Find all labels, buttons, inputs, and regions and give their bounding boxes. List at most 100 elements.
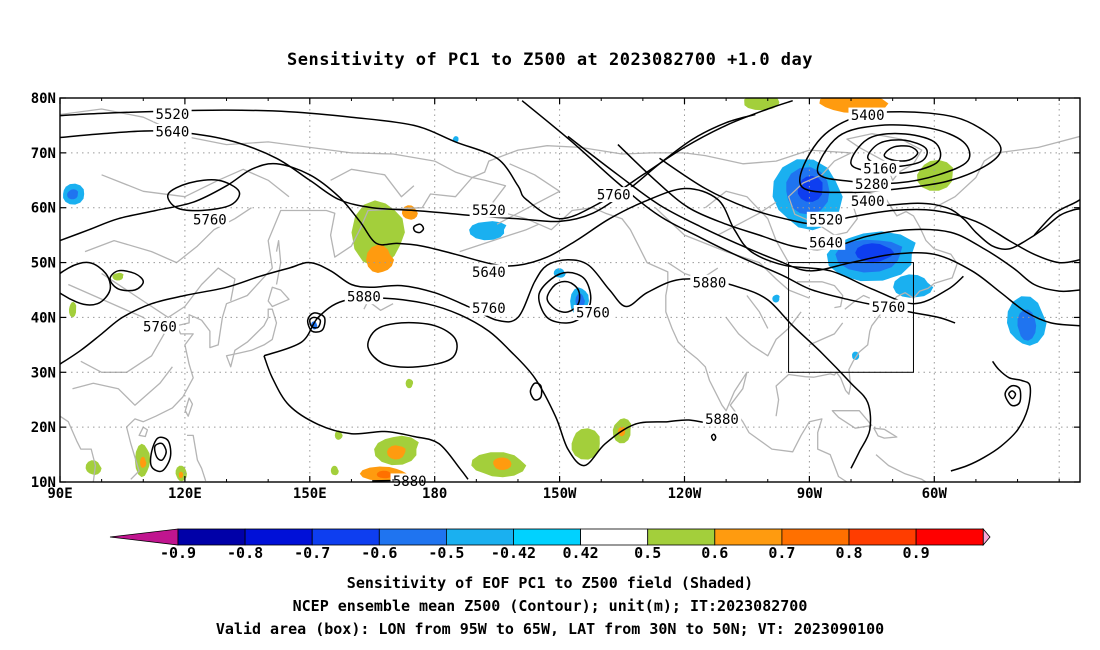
coastline: [844, 294, 871, 310]
contour-label: 5520: [156, 107, 190, 123]
lat-tick-label: 30N: [31, 365, 56, 381]
map-frame: [59, 97, 1081, 483]
z500-contour-line: [153, 442, 167, 462]
z500-contour-line: [306, 312, 326, 333]
lon-tick-label: 120E: [168, 486, 202, 502]
lat-tick-label: 40N: [31, 310, 56, 326]
colorbar-label: -0.8: [227, 544, 263, 562]
coastline: [84, 207, 252, 264]
colorbar-segment: [445, 528, 514, 546]
coastline: [459, 223, 540, 253]
contour-label-background: [469, 202, 509, 218]
z500-contour-line: [263, 297, 714, 467]
shading-patch: [387, 445, 406, 460]
shading-patch: [330, 465, 339, 476]
colorbar-segment: [311, 528, 380, 546]
caption-contour: NCEP ensemble mean Z500 (Contour); unit(…: [292, 597, 808, 615]
contour-label-background: [869, 299, 908, 315]
colorbar-label: -0.6: [361, 544, 397, 562]
caption-valid-area: Valid area (box): LON from 95W to 65W, L…: [215, 620, 885, 638]
coastline: [267, 286, 290, 308]
coastline: [330, 168, 415, 198]
coastline: [60, 108, 473, 179]
contour-label: 5880: [347, 290, 381, 306]
z500-contour-line: [1004, 384, 1022, 407]
contour-label: 5880: [705, 412, 739, 428]
coastline: [187, 434, 207, 482]
contour-label-background: [153, 124, 192, 140]
lon-tick-label: 180: [422, 486, 447, 502]
coastline: [472, 176, 848, 482]
shading-patch: [366, 244, 395, 273]
z500-contour-line: [617, 144, 1080, 293]
coastline: [846, 133, 923, 181]
z500-contour-line: [60, 261, 112, 306]
contour-label-background: [852, 176, 892, 192]
z500-contour-line: [710, 433, 717, 442]
z500-contour-line: [863, 202, 1080, 250]
coastline: [796, 281, 844, 309]
z500-contour-line: [659, 157, 1080, 264]
coastline: [471, 145, 958, 395]
contour-label: 5760: [872, 300, 906, 316]
colorbar-label: 0.42: [563, 544, 599, 562]
colorbar-label: -0.42: [491, 544, 536, 562]
contour-label-background: [469, 264, 509, 280]
coastline: [275, 239, 282, 285]
shading-patch: [376, 470, 393, 479]
contour-label-background: [469, 300, 509, 316]
contour-label-background: [190, 211, 230, 227]
lat-tick-label: 60N: [31, 201, 56, 217]
shading-patch: [112, 272, 124, 281]
shading-patch: [67, 189, 79, 200]
colorbar-label: -0.7: [294, 544, 330, 562]
lat-tick-label: 80N: [31, 91, 56, 107]
contour-label-background: [153, 106, 192, 122]
z500-contour-line: [308, 316, 322, 329]
shading-patch: [85, 460, 102, 475]
shading-patch: [855, 243, 895, 263]
lon-tick-label: 60W: [922, 486, 948, 502]
z500-contour-line: [109, 269, 145, 292]
z500-contour-line: [883, 145, 919, 162]
contour-label-background: [806, 211, 846, 227]
z500-contour-line: [60, 113, 756, 223]
contour-label-background: [806, 234, 846, 250]
contour-label: 5640: [472, 265, 506, 281]
lat-tick-label: 70N: [31, 146, 56, 162]
coastline: [775, 371, 837, 417]
contour-label-background: [390, 473, 429, 489]
colorbar-segment: [513, 528, 581, 546]
coastline: [72, 366, 173, 406]
colorbar-label: 0.9: [903, 544, 930, 562]
z500-contour-line: [412, 223, 425, 234]
coastline: [1079, 150, 1080, 152]
lat-lon-grid: [60, 98, 1080, 482]
coastline: [873, 427, 898, 439]
shading-patch: [493, 457, 512, 470]
colorbar-segment: [177, 528, 246, 546]
colorbar-high-triangle: [982, 527, 991, 547]
contour-label: 5400: [851, 108, 885, 124]
contour-label-background: [690, 274, 729, 290]
colorbar-label: -0.9: [160, 544, 196, 562]
coastline: [101, 267, 236, 319]
contour-label: 5760: [472, 301, 506, 317]
colorbar-segment: [580, 528, 649, 546]
lon-tick-label: 150W: [543, 486, 577, 502]
z500-contour-line: [60, 162, 964, 305]
contour-label: 5640: [809, 235, 843, 251]
contour-label-background: [702, 411, 742, 427]
caption-shading: Sensitivity of EOF PC1 to Z500 field (Sh…: [346, 574, 754, 592]
colorbar-segment: [915, 528, 984, 546]
lat-tick-label: 50N: [31, 256, 56, 272]
coastline: [225, 308, 278, 368]
valid-area-box: [788, 262, 914, 373]
contour-label: 5520: [809, 212, 843, 228]
coastline: [363, 300, 394, 311]
coastline: [138, 426, 149, 438]
contour-label: 5280: [855, 177, 889, 193]
contour-label: 5400: [851, 194, 885, 210]
colorbar-segment: [848, 528, 917, 546]
